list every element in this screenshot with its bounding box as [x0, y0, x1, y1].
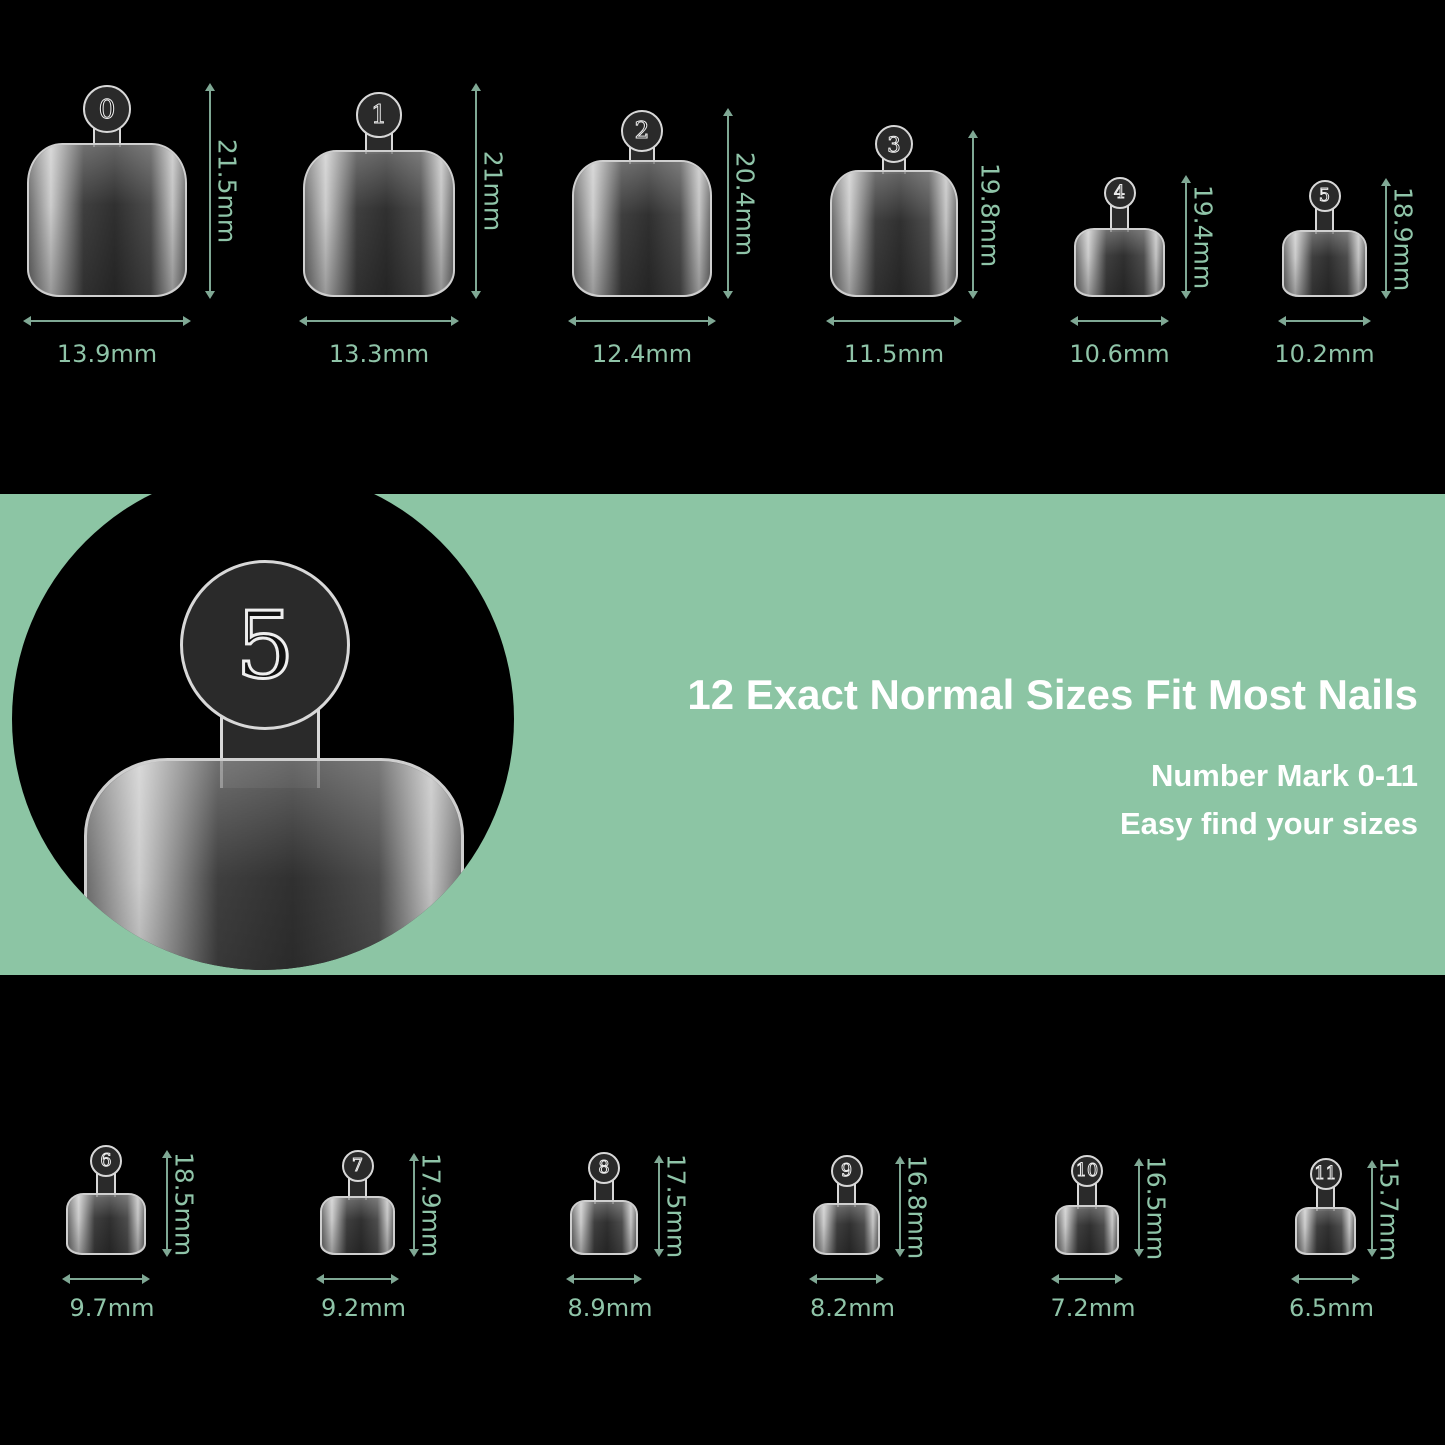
width-arrow — [316, 1274, 399, 1284]
length-label: 16.8mm — [902, 1154, 932, 1259]
number-tab: 4 — [1103, 177, 1136, 209]
width-label: 13.9mm — [56, 340, 158, 368]
width-arrow — [62, 1274, 150, 1284]
width-label: 7.2mm — [1050, 1294, 1136, 1322]
subtext-easy-find: Easy find your sizes — [1119, 806, 1418, 841]
length-arrow — [654, 1155, 664, 1257]
width-arrow — [23, 316, 191, 326]
number-tab: 7 — [341, 1150, 374, 1182]
number-tab: 3 — [874, 125, 914, 164]
length-arrow — [723, 108, 733, 299]
nail-number: 1 — [371, 100, 388, 130]
length-label: 19.8mm — [975, 162, 1005, 267]
width-arrow — [566, 1274, 642, 1284]
nail-body — [572, 160, 712, 297]
length-label: 15.7mm — [1374, 1156, 1404, 1261]
width-label: 11.5mm — [843, 340, 945, 368]
number-tab: 0 — [83, 85, 131, 133]
width-label: 13.3mm — [328, 340, 430, 368]
width-label: 10.2mm — [1274, 340, 1375, 368]
length-arrow — [471, 83, 481, 299]
width-label: 10.6mm — [1069, 340, 1170, 368]
width-label: 12.4mm — [591, 340, 693, 368]
length-arrow — [162, 1150, 172, 1257]
length-arrow — [1381, 178, 1391, 299]
length-label: 16.5mm — [1141, 1155, 1171, 1260]
nail-number: 8 — [598, 1158, 610, 1179]
nail-number: 6 — [100, 1151, 112, 1172]
length-label: 19.4mm — [1188, 184, 1218, 290]
length-arrow — [205, 83, 215, 299]
length-arrow — [1134, 1158, 1144, 1257]
zoom-number-label: 5 — [234, 590, 296, 700]
nail-number: 11 — [1314, 1164, 1337, 1185]
nail-body — [66, 1193, 146, 1255]
width-arrow — [568, 316, 716, 326]
nail-number: 5 — [1318, 186, 1331, 207]
number-tab: 1 — [356, 92, 402, 138]
width-arrow — [1051, 1274, 1123, 1284]
width-label: 9.2mm — [321, 1294, 406, 1322]
nail-body — [830, 170, 958, 297]
nail-number: 10 — [1075, 1161, 1099, 1182]
length-arrow — [409, 1153, 419, 1257]
number-tab: 8 — [588, 1152, 620, 1184]
width-arrow — [1070, 316, 1169, 326]
length-label: 21mm — [478, 150, 508, 232]
nail-body — [1055, 1205, 1119, 1255]
width-label: 8.2mm — [810, 1294, 895, 1322]
nail-body — [1074, 228, 1165, 297]
width-arrow — [1278, 316, 1371, 326]
subtext-number-mark: Number Mark 0-11 — [1150, 758, 1418, 793]
number-tab: 6 — [90, 1145, 122, 1177]
nail-body — [813, 1203, 880, 1255]
nail-number: 4 — [1113, 183, 1126, 204]
nail-number: 2 — [634, 118, 650, 145]
nail-body — [1295, 1207, 1356, 1255]
zoom-nail-body — [84, 758, 464, 970]
nail-body — [27, 143, 187, 297]
length-arrow — [968, 130, 978, 299]
width-label: 6.5mm — [1289, 1294, 1374, 1322]
width-arrow — [299, 316, 459, 326]
headline: 12 Exact Normal Sizes Fit Most Nails — [687, 671, 1418, 718]
nail-number: 7 — [351, 1156, 364, 1177]
number-tab: 11 — [1309, 1158, 1342, 1190]
width-label: 8.9mm — [567, 1294, 653, 1322]
nail-body — [1282, 230, 1367, 297]
length-arrow — [895, 1156, 905, 1257]
number-tab: 10 — [1071, 1155, 1103, 1187]
length-label: 18.5mm — [169, 1151, 199, 1256]
zoom-number-tab: 5 — [180, 560, 350, 730]
length-arrow — [1367, 1160, 1377, 1257]
width-arrow — [809, 1274, 884, 1284]
nail-body — [570, 1200, 638, 1255]
length-label: 18.9mm — [1388, 186, 1418, 291]
length-label: 17.5mm — [661, 1153, 691, 1259]
number-tab: 5 — [1308, 180, 1341, 212]
width-arrow — [826, 316, 962, 326]
nail-number: 3 — [887, 131, 901, 157]
length-label: 17.9mm — [416, 1152, 446, 1258]
zoomed-nail-closeup: 5 — [12, 468, 514, 970]
length-label: 21.5mm — [212, 138, 242, 244]
number-tab: 2 — [621, 110, 663, 152]
width-arrow — [1291, 1274, 1360, 1284]
number-tab: 9 — [830, 1155, 863, 1187]
nail-body — [320, 1196, 395, 1255]
nail-body — [303, 150, 455, 297]
width-label: 9.7mm — [69, 1294, 155, 1322]
length-arrow — [1181, 175, 1191, 299]
length-label: 20.4mm — [730, 151, 760, 256]
nail-number: 9 — [840, 1161, 853, 1182]
nail-number: 0 — [98, 93, 116, 125]
